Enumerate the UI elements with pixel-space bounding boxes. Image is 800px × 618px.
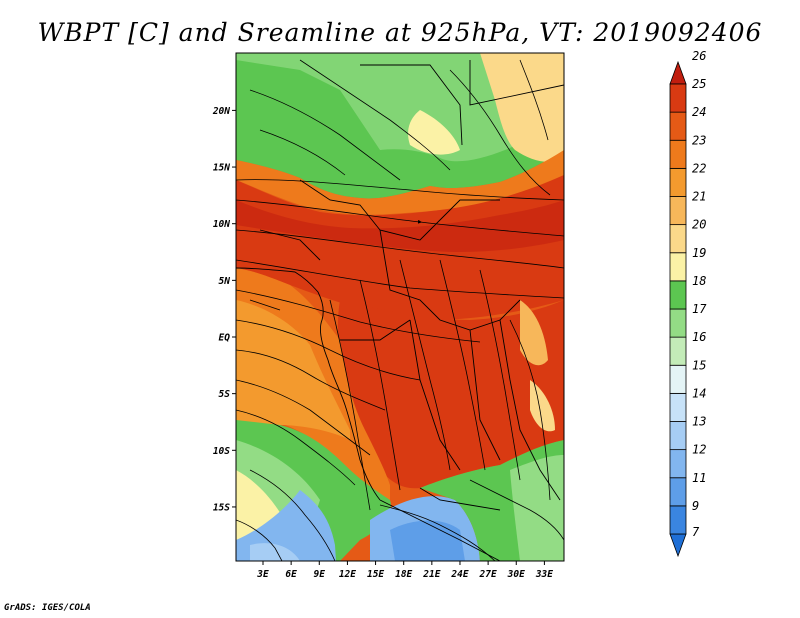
colorbar-label: 12 [692,443,706,457]
colorbar-label: 11 [692,471,706,485]
lat-tick-label: EQ [219,333,231,344]
map-title: WBPT [C] and Sreamline at 925hPa, VT: 20… [37,18,763,47]
colorbar-swatch [669,83,687,113]
colorbar-bottom-triangle [669,533,687,558]
lat-tick-label: 10S [213,446,230,457]
map-frame [235,52,565,562]
lon-tick-label: 33E [535,569,553,580]
lon-tick-label: 21E [422,569,440,580]
colorbar-swatch [669,111,687,141]
lon-tick-label: 18E [395,569,412,580]
colorbar-swatch [669,196,687,226]
colorbar-label: 23 [692,133,706,147]
wbpt-field [236,53,564,561]
lat-tick-label: 10N [213,219,230,230]
colorbar-label: 14 [692,386,706,400]
lon-tick-label: 6E [285,569,297,580]
colorbar-swatch [669,477,687,507]
longitude-axis: 3E 6E 9E 12E 15E 18E 21E 24E 27E 30E 33E [256,561,553,580]
colorbar-label: 9 [692,499,699,513]
colorbar-label: 19 [692,246,706,260]
colorbar-label: 13 [692,415,706,429]
colorbar-swatch [669,224,687,254]
lat-tick-label: 5N [219,276,231,287]
colorbar-swatch [669,421,687,451]
colorbar-label: 17 [692,302,707,316]
lon-tick-label: 24E [450,569,468,580]
colorbar-swatch [669,392,687,422]
lon-tick-label: 9E [314,569,326,580]
colorbar-label: 22 [692,161,706,175]
colorbar-label: 25 [692,77,706,91]
lat-tick-label: 20N [212,106,230,117]
colorbar-label: 24 [692,105,706,119]
lon-tick-label: 30E [507,569,525,580]
latitude-axis: 20N 15N 10N 5N EQ 5S 10S 15S [212,106,236,513]
colorbar-swatch [669,252,687,282]
colorbar-swatch [669,167,687,197]
colorbar-swatch [669,139,687,169]
lat-tick-label: 15S [213,502,230,513]
colorbar-top-triangle [669,60,687,85]
lat-tick-label: 15N [213,163,230,174]
colorbar-swatch [669,364,687,394]
colorbar-swatch [669,308,687,338]
lon-tick-label: 27E [479,569,497,580]
colorbar: 7 9 11 12 13 14 15 16 17 18 19 20 21 22 23 24 25 26 [669,49,707,558]
colorbar-swatch [669,449,687,479]
colorbar-label: 7 [692,525,700,539]
colorbar-label: 20 [692,218,706,232]
colorbar-label: 26 [692,49,706,63]
colorbar-swatch [669,336,687,366]
colorbar-label: 21 [692,190,706,204]
colorbar-label: 18 [692,274,706,288]
lon-tick-label: 3E [256,569,269,580]
colorbar-label: 16 [692,330,706,344]
colorbar-swatch [669,505,687,535]
credit-text: GrADS: IGES/COLA [4,603,91,613]
colorbar-label: 15 [692,358,706,372]
lon-tick-label: 15E [367,569,384,580]
lon-tick-label: 12E [339,569,356,580]
colorbar-swatch [669,280,687,310]
lat-tick-label: 5S [219,389,231,400]
streamlines [236,59,564,561]
country-borders [236,60,564,561]
